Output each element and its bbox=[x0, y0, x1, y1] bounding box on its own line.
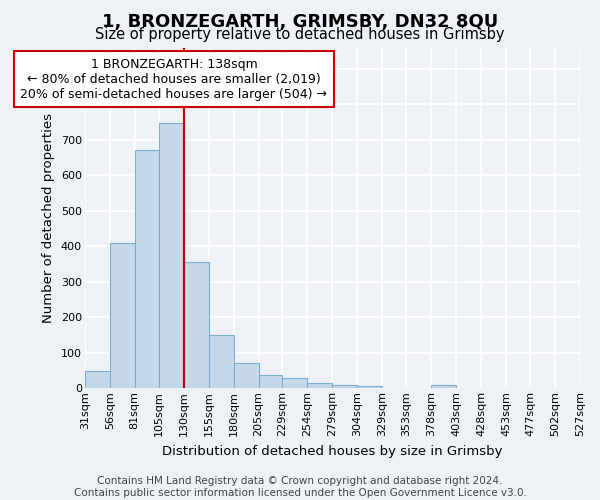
Bar bbox=[110, 242, 135, 388]
Text: Contains HM Land Registry data © Crown copyright and database right 2024.
Contai: Contains HM Land Registry data © Crown c… bbox=[74, 476, 526, 498]
X-axis label: Distribution of detached houses by size in Grimsby: Distribution of detached houses by size … bbox=[162, 444, 503, 458]
Bar bbox=[283, 378, 307, 388]
Bar bbox=[332, 384, 358, 388]
Bar bbox=[158, 123, 184, 388]
Bar bbox=[431, 384, 456, 388]
Bar bbox=[358, 386, 382, 388]
Bar bbox=[135, 150, 158, 388]
Text: Size of property relative to detached houses in Grimsby: Size of property relative to detached ho… bbox=[95, 28, 505, 42]
Text: 1 BRONZEGARTH: 138sqm
← 80% of detached houses are smaller (2,019)
20% of semi-d: 1 BRONZEGARTH: 138sqm ← 80% of detached … bbox=[20, 58, 328, 100]
Y-axis label: Number of detached properties: Number of detached properties bbox=[43, 113, 55, 323]
Text: 1, BRONZEGARTH, GRIMSBY, DN32 8QU: 1, BRONZEGARTH, GRIMSBY, DN32 8QU bbox=[102, 12, 498, 30]
Bar bbox=[233, 364, 259, 388]
Bar bbox=[85, 370, 110, 388]
Bar bbox=[209, 335, 233, 388]
Bar bbox=[184, 262, 209, 388]
Bar bbox=[259, 375, 283, 388]
Bar bbox=[307, 383, 332, 388]
